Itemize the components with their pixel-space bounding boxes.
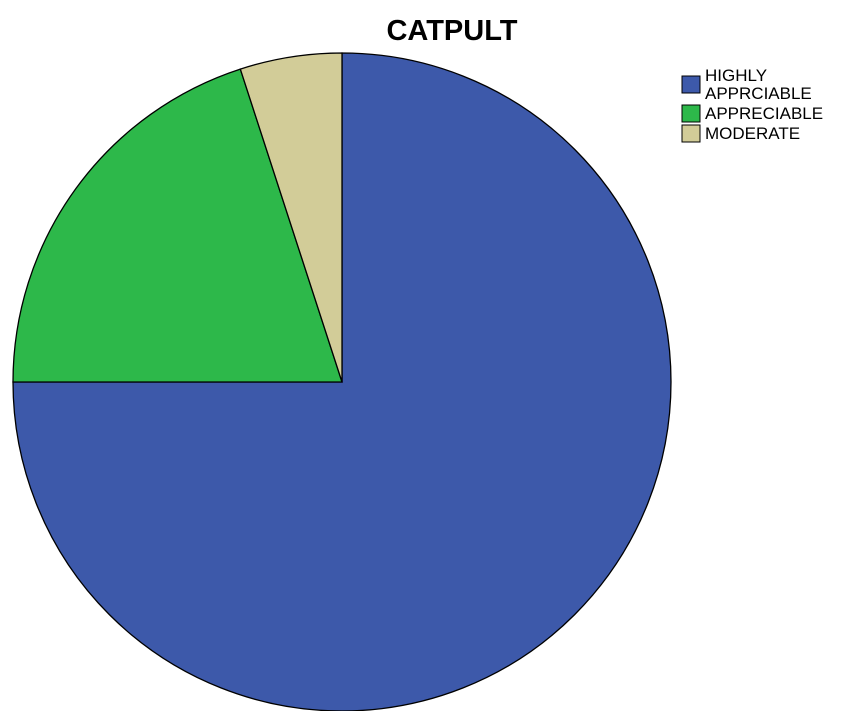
legend-item-highly-apprciable: HIGHLY APPRCIABLE bbox=[681, 66, 812, 103]
legend-label: MODERATE bbox=[705, 124, 800, 143]
legend-item-appreciable: APPRECIABLE bbox=[681, 104, 823, 123]
legend-item-moderate: MODERATE bbox=[681, 124, 800, 143]
pie-slice-highly-apprciable bbox=[12, 52, 672, 711]
pie-slice-appreciable bbox=[12, 68, 343, 383]
pie-slices bbox=[12, 52, 672, 711]
pie-slice-moderate bbox=[239, 52, 343, 383]
legend-label: HIGHLY APPRCIABLE bbox=[705, 66, 812, 103]
legend-swatch bbox=[681, 75, 701, 94]
legend-swatch bbox=[681, 104, 701, 123]
legend-label: APPRECIABLE bbox=[705, 104, 823, 123]
chart-title: CATPULT bbox=[386, 15, 517, 47]
legend-swatch bbox=[681, 124, 701, 143]
